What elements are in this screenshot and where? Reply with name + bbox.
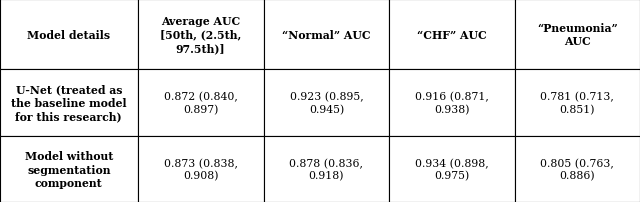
- Bar: [264, 0, 389, 70]
- Bar: [515, 136, 640, 202]
- Bar: [515, 70, 640, 136]
- Text: “Pneumonia”
AUC: “Pneumonia” AUC: [537, 23, 618, 47]
- Text: 0.872 (0.840,
0.897): 0.872 (0.840, 0.897): [164, 92, 237, 115]
- Bar: [138, 70, 264, 136]
- Text: Average AUC
[50th, (2.5th,
97.5th)]: Average AUC [50th, (2.5th, 97.5th)]: [160, 16, 241, 54]
- Text: Model without
segmentation
component: Model without segmentation component: [24, 150, 113, 188]
- Text: 0.878 (0.836,
0.918): 0.878 (0.836, 0.918): [289, 158, 364, 181]
- Bar: [0, 70, 138, 136]
- Text: “Normal” AUC: “Normal” AUC: [282, 29, 371, 40]
- Text: 0.916 (0.871,
0.938): 0.916 (0.871, 0.938): [415, 92, 489, 115]
- Bar: [389, 136, 515, 202]
- Text: 0.934 (0.898,
0.975): 0.934 (0.898, 0.975): [415, 158, 489, 181]
- Text: 0.923 (0.895,
0.945): 0.923 (0.895, 0.945): [289, 92, 364, 115]
- Bar: [138, 136, 264, 202]
- Bar: [264, 136, 389, 202]
- Text: 0.873 (0.838,
0.908): 0.873 (0.838, 0.908): [164, 158, 237, 181]
- Text: “CHF” AUC: “CHF” AUC: [417, 29, 486, 40]
- Text: 0.805 (0.763,
0.886): 0.805 (0.763, 0.886): [540, 158, 614, 181]
- Text: U-Net (treated as
the baseline model
for this research): U-Net (treated as the baseline model for…: [11, 84, 127, 122]
- Bar: [515, 0, 640, 70]
- Bar: [0, 0, 138, 70]
- Bar: [138, 0, 264, 70]
- Bar: [264, 70, 389, 136]
- Bar: [389, 0, 515, 70]
- Bar: [0, 136, 138, 202]
- Text: Model details: Model details: [28, 29, 110, 40]
- Text: 0.781 (0.713,
0.851): 0.781 (0.713, 0.851): [540, 92, 614, 115]
- Bar: [389, 70, 515, 136]
